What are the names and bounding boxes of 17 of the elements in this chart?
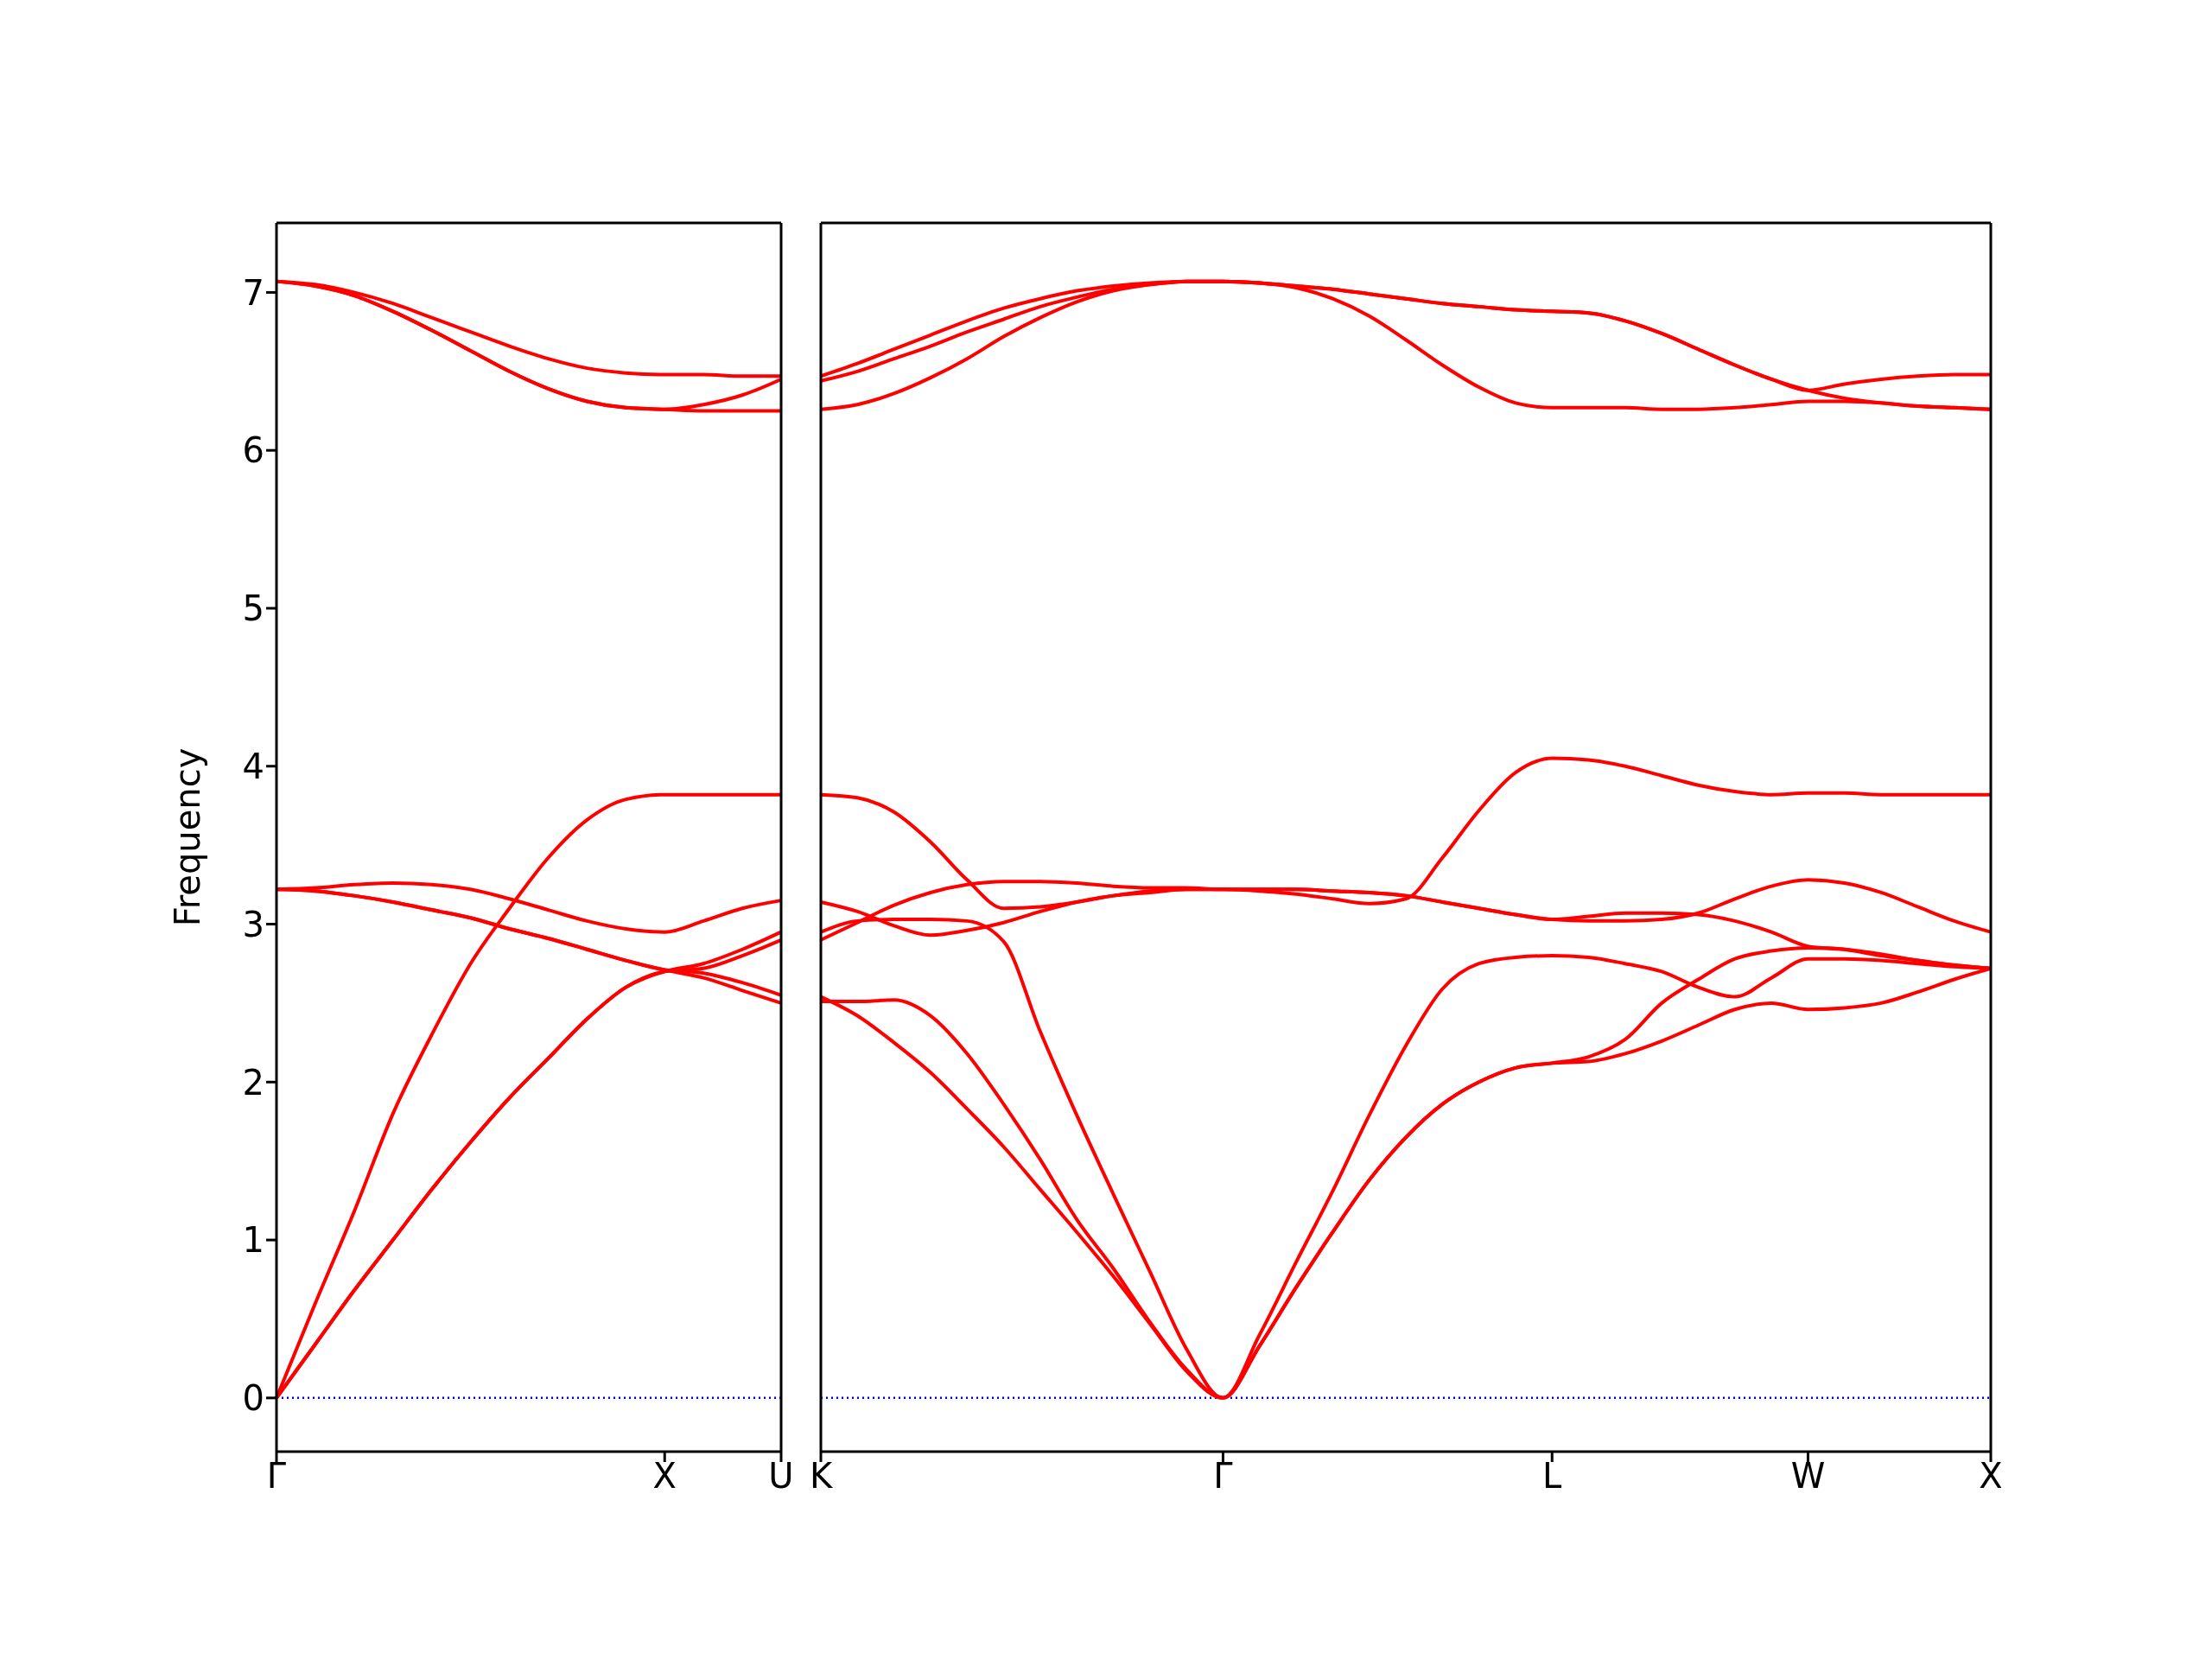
x-tick-label: K: [809, 1456, 834, 1497]
x-tick-label: Γ: [266, 1456, 287, 1497]
x-tick-label: W: [1790, 1456, 1826, 1497]
y-tick-label: 2: [242, 1062, 264, 1103]
y-tick-label: 1: [242, 1220, 264, 1261]
x-tick-label: X: [1979, 1456, 2003, 1497]
x-tick-label: X: [652, 1456, 677, 1497]
x-tick-label: L: [1542, 1456, 1563, 1497]
y-tick-label: 7: [242, 272, 264, 313]
x-tick-label: U: [768, 1456, 794, 1497]
y-tick-label: 0: [242, 1378, 264, 1419]
y-tick-label: 4: [242, 746, 264, 786]
x-tick-label: Γ: [1213, 1456, 1234, 1497]
y-axis-title: Frequency: [168, 747, 208, 927]
y-tick-label: 5: [242, 588, 264, 629]
y-tick-label: 6: [242, 430, 264, 471]
y-tick-label: 3: [242, 904, 264, 944]
